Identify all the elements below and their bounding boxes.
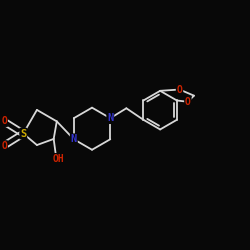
Text: S: S	[20, 128, 26, 138]
Text: N: N	[71, 134, 77, 144]
Text: O: O	[176, 84, 182, 94]
Text: O: O	[1, 141, 7, 151]
Text: O: O	[1, 116, 7, 126]
Text: O: O	[185, 97, 191, 107]
Text: N: N	[107, 113, 114, 123]
Text: OH: OH	[52, 154, 64, 164]
